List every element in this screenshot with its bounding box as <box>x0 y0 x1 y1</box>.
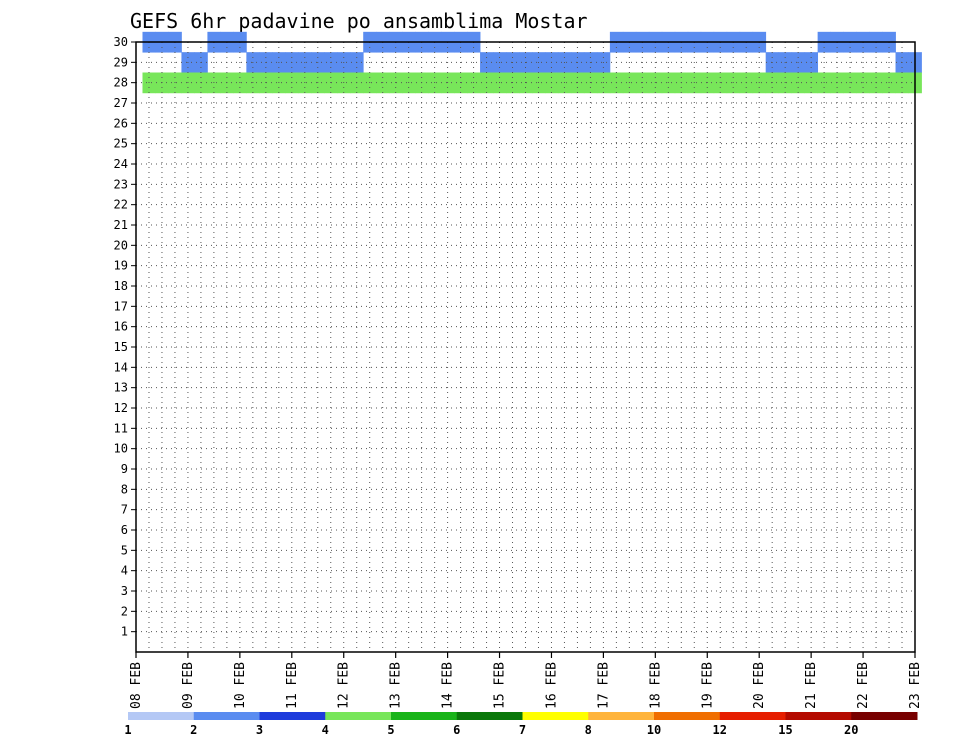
y-tick-label: 24 <box>114 157 128 171</box>
legend-label: 20 <box>844 723 858 737</box>
y-tick-label: 1 <box>121 625 128 639</box>
y-axis: 1234567891011121314151617181920212223242… <box>114 35 136 639</box>
legend-swatch <box>719 712 786 720</box>
legend-swatch <box>391 712 458 720</box>
y-tick-label: 5 <box>121 543 128 557</box>
legend-label: 8 <box>585 723 592 737</box>
legend-label: 6 <box>453 723 460 737</box>
y-tick-label: 29 <box>114 55 128 69</box>
x-tick-label: 20 FEB <box>752 662 767 709</box>
heatmap-cells <box>142 31 922 94</box>
legend-label: 1 <box>124 723 131 737</box>
y-tick-label: 7 <box>121 503 128 517</box>
legend-swatch <box>654 712 721 720</box>
x-tick-label: 14 FEB <box>441 662 456 709</box>
y-tick-label: 13 <box>114 381 128 395</box>
y-tick-label: 17 <box>114 299 128 313</box>
y-tick-label: 22 <box>114 198 128 212</box>
y-tick-label: 14 <box>114 360 128 374</box>
y-tick-label: 18 <box>114 279 128 293</box>
legend-swatch <box>193 712 260 720</box>
grid-lines <box>135 41 916 652</box>
legend-label: 15 <box>778 723 792 737</box>
x-tick-label: 13 FEB <box>389 662 404 709</box>
legend-label: 7 <box>519 723 526 737</box>
x-tick-label: 18 FEB <box>648 662 663 709</box>
legend-swatch <box>325 712 392 720</box>
x-tick-label: 12 FEB <box>337 662 352 709</box>
y-tick-label: 12 <box>114 401 128 415</box>
legend-swatch <box>456 712 523 720</box>
x-tick-label: 23 FEB <box>908 662 923 709</box>
x-tick-label: 19 FEB <box>700 662 715 709</box>
x-tick-label: 08 FEB <box>129 662 144 709</box>
y-tick-label: 20 <box>114 238 128 252</box>
x-axis: 08 FEB 09 FEB 10 FEB 11 FEB 12 FEB 13 FEB 14 F… <box>129 652 923 709</box>
legend-label: 12 <box>713 723 727 737</box>
y-tick-label: 27 <box>114 96 128 110</box>
y-tick-label: 11 <box>114 421 128 435</box>
legend-swatch <box>588 712 655 720</box>
legend-swatch <box>522 712 589 720</box>
x-tick-label: 21 FEB <box>804 662 819 709</box>
chart-title: GEFS 6hr padavine po ansamblima Mostar <box>130 9 588 33</box>
y-tick-label: 30 <box>114 35 128 49</box>
legend-swatch <box>851 712 918 720</box>
y-tick-label: 15 <box>114 340 128 354</box>
y-tick-label: 28 <box>114 76 128 90</box>
legend-label: 5 <box>387 723 394 737</box>
legend-swatch <box>785 712 852 720</box>
y-tick-label: 25 <box>114 137 128 151</box>
y-tick-label: 19 <box>114 259 128 273</box>
y-tick-label: 9 <box>121 462 128 476</box>
x-tick-label: 17 FEB <box>596 662 611 709</box>
legend-label: 2 <box>190 723 197 737</box>
y-tick-label: 3 <box>121 584 128 598</box>
y-tick-label: 26 <box>114 116 128 130</box>
x-tick-label: 09 FEB <box>181 662 196 709</box>
legend-label: 3 <box>256 723 263 737</box>
y-tick-label: 16 <box>114 320 128 334</box>
legend-label: 4 <box>322 723 329 737</box>
legend-swatch <box>259 712 326 720</box>
x-tick-label: 15 FEB <box>493 662 508 709</box>
x-tick-label: 22 FEB <box>856 662 871 709</box>
legend-label: 10 <box>647 723 661 737</box>
x-tick-label: 10 FEB <box>233 662 248 709</box>
color-legend: 1 2 3 4 5 6 7 8 10 12 15 20 <box>124 712 918 737</box>
y-tick-label: 2 <box>121 604 128 618</box>
y-tick-label: 6 <box>121 523 128 537</box>
y-tick-label: 8 <box>121 482 128 496</box>
y-tick-label: 4 <box>121 564 128 578</box>
x-tick-label: 11 FEB <box>285 662 300 709</box>
y-tick-label: 23 <box>114 177 128 191</box>
y-tick-label: 10 <box>114 442 128 456</box>
y-tick-label: 21 <box>114 218 128 232</box>
x-tick-label: 16 FEB <box>544 662 559 709</box>
legend-swatch <box>128 712 195 720</box>
